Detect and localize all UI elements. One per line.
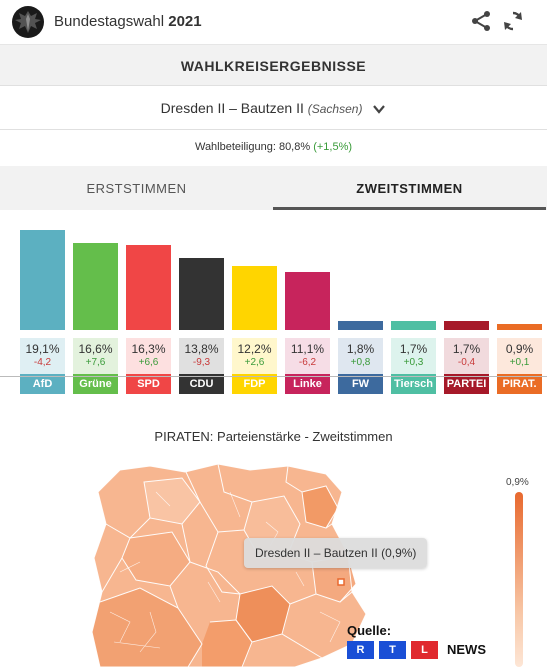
bar-afd[interactable] — [20, 230, 65, 330]
map-tooltip: Dresden II – Bautzen II (0,9%) — [244, 538, 428, 568]
change-label: -0,4 — [457, 357, 476, 368]
bar-spd[interactable] — [126, 245, 171, 330]
rtl-logo-t: T — [379, 641, 406, 659]
constituency-name: Dresden II – Bautzen II — [160, 100, 304, 116]
change-label: -6,2 — [298, 357, 317, 368]
vote-share-label: 1,7% — [399, 342, 428, 356]
result-cell: 13,8% -9,3 CDU — [179, 338, 224, 394]
change-label: +0,8 — [350, 357, 371, 368]
result-cell: 16,6% +7,6 Grüne — [73, 338, 118, 394]
scale-max-label: 0,9% — [506, 477, 529, 488]
bar-cdu[interactable] — [179, 258, 224, 330]
change-label: +2,6 — [244, 357, 265, 368]
party-label: Grüne — [73, 374, 118, 394]
result-cell: 11,1% -6,2 Linke — [285, 338, 330, 394]
vote-share-label: 1,8% — [346, 342, 375, 356]
bar-partei[interactable] — [444, 321, 489, 330]
party-label: FDP — [232, 374, 277, 394]
rtl-logo-l: L — [411, 641, 438, 659]
result-cell: 1,7% -0,4 PARTEI — [444, 338, 489, 394]
tab-zweitstimmen[interactable]: ZWEITSTIMMEN — [273, 166, 546, 210]
brand-title: Bundestagswahl 2021 — [54, 13, 202, 30]
vote-share-label: 1,7% — [452, 342, 481, 356]
party-label: CDU — [179, 374, 224, 394]
rtl-logo-r: R — [347, 641, 374, 659]
results-bar-chart: 19,1% -4,2 AfD 16,6% +7,6 Grüne 16,3% +6,6 SPD 13… — [0, 220, 547, 400]
turnout-delta: (+1,5%) — [313, 141, 353, 153]
refresh-icon[interactable] — [501, 9, 525, 33]
change-label: +6,6 — [138, 357, 159, 368]
change-label: +0,1 — [509, 357, 530, 368]
vote-share-label: 16,3% — [131, 342, 166, 356]
tab-erststimmen[interactable]: ERSTSTIMMEN — [86, 181, 187, 196]
result-cell: 19,1% -4,2 AfD — [20, 338, 65, 394]
result-cell: 1,7% +0,3 Tiersch — [391, 338, 436, 394]
turnout-line: Wahlbeteiligung: 80,8% (+1,5%) — [0, 130, 547, 166]
map-title: PIRATEN: Parteienstärke - Zweitstimmen — [154, 429, 393, 444]
germany-choropleth-map[interactable] — [90, 462, 510, 667]
eagle-logo-icon — [12, 6, 44, 38]
change-label: -9,3 — [192, 357, 211, 368]
result-cell: 12,2% +2,6 FDP — [232, 338, 277, 394]
result-cell: 0,9% +0,1 PIRAT. — [497, 338, 542, 394]
vote-share-label: 16,6% — [78, 342, 113, 356]
vote-share-label: 0,9% — [505, 342, 534, 356]
section-title: WAHLKREISERGEBNISSE — [180, 58, 367, 74]
turnout-label: Wahlbeteiligung: 80,8% — [194, 141, 311, 153]
party-label: Tiersch — [391, 374, 436, 394]
bar-tiersch[interactable] — [391, 321, 436, 330]
party-label: PARTEI — [444, 374, 489, 394]
bar-pirat[interactable] — [497, 324, 542, 330]
change-label: +7,6 — [85, 357, 106, 368]
change-label: -4,2 — [33, 357, 52, 368]
party-label: PIRAT. — [497, 374, 542, 394]
bar-fdp[interactable] — [232, 266, 277, 330]
source-label: Quelle: — [347, 623, 392, 638]
vote-share-label: 19,1% — [25, 342, 60, 356]
bar-fw[interactable] — [338, 321, 383, 330]
bar-linke[interactable] — [285, 272, 330, 330]
result-cell: 16,3% +6,6 SPD — [126, 338, 171, 394]
party-label: SPD — [126, 374, 171, 394]
change-label: +0,3 — [403, 357, 424, 368]
vote-share-label: 11,1% — [290, 342, 325, 356]
bar-grne[interactable] — [73, 243, 118, 330]
section-header: WAHLKREISERGEBNISSE — [0, 44, 547, 86]
vote-share-label: 12,2% — [237, 342, 272, 356]
party-label: AfD — [20, 374, 65, 394]
app-header: Bundestagswahl 2021 — [0, 0, 547, 44]
constituency-select[interactable]: Dresden II – Bautzen II (Sachsen) — [0, 86, 547, 130]
party-label: Linke — [285, 374, 330, 394]
result-cell: 1,8% +0,8 FW — [338, 338, 383, 394]
vote-share-label: 13,8% — [184, 342, 219, 356]
brand-year: 2021 — [168, 13, 202, 30]
rtl-news-label: NEWS — [447, 642, 486, 657]
chevron-down-icon — [373, 105, 386, 115]
constituency-state: (Sachsen) — [307, 102, 363, 116]
divider-line — [0, 376, 547, 377]
party-label: FW — [338, 374, 383, 394]
share-icon[interactable] — [469, 9, 493, 33]
vote-type-tabs: ERSTSTIMMEN ZWEITSTIMMEN — [0, 166, 547, 210]
color-scale-bar — [515, 492, 523, 667]
